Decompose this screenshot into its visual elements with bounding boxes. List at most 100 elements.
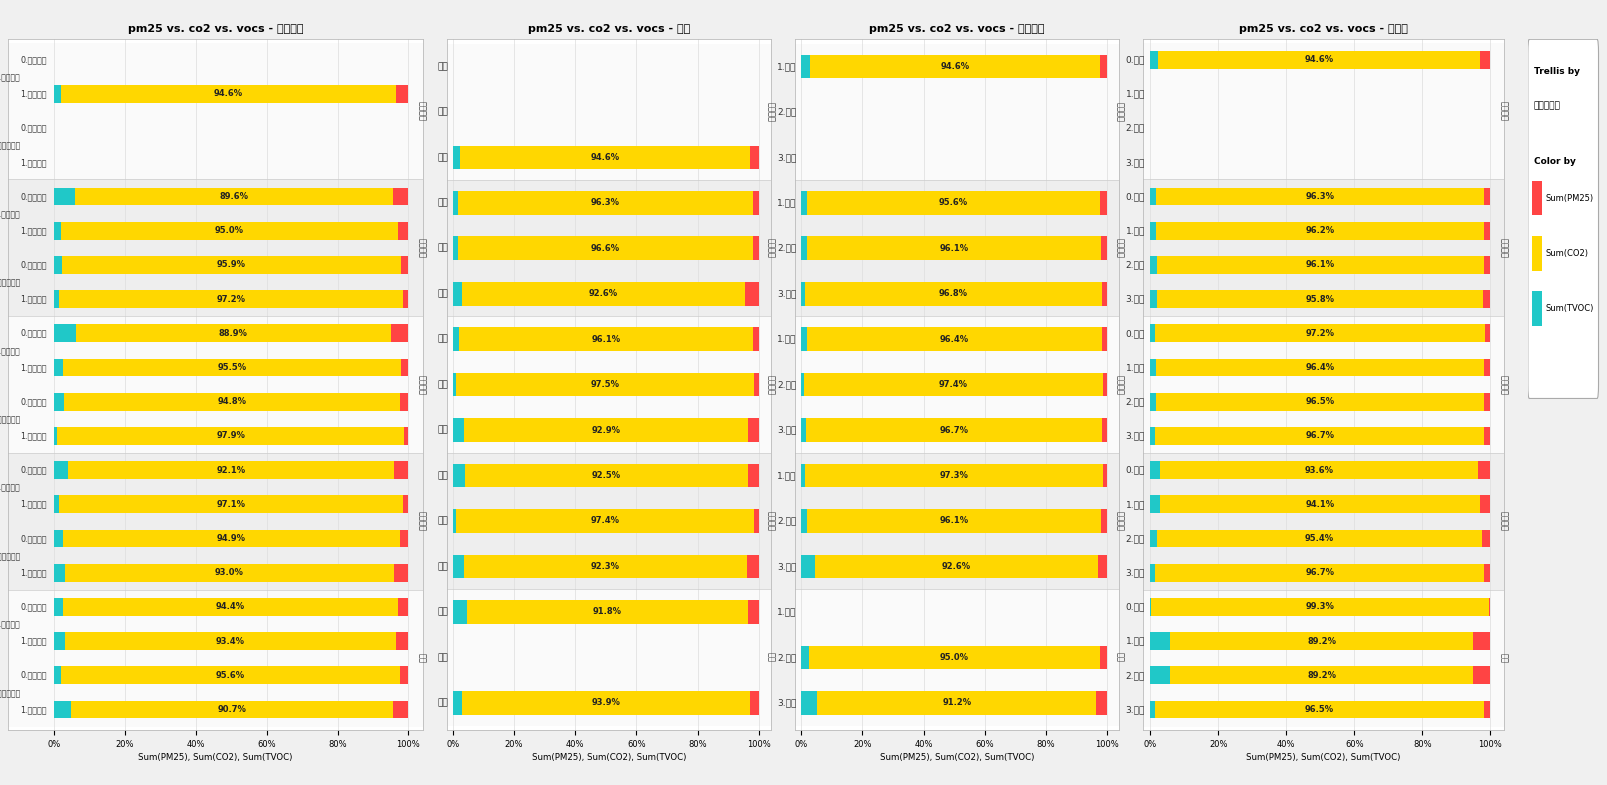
Bar — [1154, 427, 1483, 445]
Text: 96.1%: 96.1% — [1305, 261, 1334, 269]
Text: 0.설치이전: 0.설치이전 — [21, 534, 47, 543]
Text: 실외생활: 실외생활 — [1114, 102, 1123, 122]
Bar — [453, 327, 460, 351]
Text: 1.오전: 1.오전 — [1125, 89, 1144, 98]
Bar — [1478, 495, 1490, 513]
Text: 1.설치이후: 1.설치이후 — [21, 226, 47, 236]
Text: 95.9%: 95.9% — [217, 261, 246, 269]
Text: 1.설치이후: 1.설치이후 — [21, 294, 47, 304]
Text: 3.하순: 3.하순 — [776, 153, 795, 162]
Bar — [1477, 462, 1490, 479]
Bar — [55, 564, 64, 582]
Bar — [1483, 222, 1490, 239]
Text: 0.설치이전: 0.설치이전 — [21, 124, 47, 133]
Text: 0.새벽: 0.새벽 — [1125, 192, 1144, 201]
Bar — [800, 464, 804, 487]
Text: 2.오후: 2.오후 — [1125, 534, 1144, 543]
Bar — [1143, 590, 1503, 727]
Text: Sum(TVOC): Sum(TVOC) — [1544, 304, 1593, 313]
Bar — [1149, 495, 1159, 513]
Text: 괄적점지수: 괄적점지수 — [1533, 101, 1559, 111]
Bar — [1101, 418, 1107, 442]
Text: 주방: 주방 — [437, 108, 448, 116]
Text: 95.0%: 95.0% — [215, 226, 244, 236]
Bar — [63, 598, 397, 615]
Bar — [8, 180, 423, 316]
Bar — [460, 145, 749, 170]
Text: 93.0%: 93.0% — [215, 568, 244, 577]
Bar — [403, 427, 408, 445]
Text: 3.하순: 3.하순 — [776, 562, 795, 571]
Text: 89.2%: 89.2% — [1306, 671, 1335, 680]
Text: 95.6%: 95.6% — [215, 671, 244, 680]
Text: 95.6%: 95.6% — [938, 199, 967, 207]
Bar — [59, 290, 403, 308]
Bar — [807, 191, 1099, 214]
Text: 거실: 거실 — [437, 608, 448, 616]
Text: 실내생활: 실내생활 — [1498, 512, 1507, 531]
Bar — [1159, 462, 1477, 479]
Bar — [1531, 291, 1541, 326]
Bar — [1143, 453, 1503, 590]
Text: 2.오후: 2.오후 — [1125, 261, 1144, 269]
Bar — [1149, 392, 1155, 411]
Bar — [1149, 256, 1155, 274]
Text: 2.중순: 2.중순 — [776, 244, 795, 253]
Bar — [749, 145, 759, 170]
Text: 91.8%: 91.8% — [593, 608, 622, 616]
Bar — [804, 373, 1102, 396]
Text: 1.초순: 1.초순 — [776, 199, 795, 207]
Text: 95.8%: 95.8% — [1305, 294, 1334, 304]
Bar — [794, 180, 1118, 316]
Bar — [800, 555, 815, 579]
Bar — [55, 427, 58, 445]
Text: 0.설치세대: 0.설치세대 — [0, 72, 21, 82]
Bar — [1482, 530, 1490, 547]
Bar — [1170, 632, 1472, 650]
Bar — [747, 418, 759, 442]
Text: 1.설치이후: 1.설치이후 — [21, 363, 47, 372]
Bar — [794, 44, 1118, 180]
Text: 2.중순: 2.중순 — [776, 653, 795, 662]
Bar — [1149, 530, 1157, 547]
Text: 88.9%: 88.9% — [219, 329, 247, 338]
Text: 94.1%: 94.1% — [1305, 500, 1334, 509]
Bar — [391, 324, 408, 342]
Text: 실내생활: 실내생활 — [418, 512, 426, 531]
Bar — [1155, 188, 1483, 206]
Bar — [1155, 256, 1483, 274]
Text: 89.2%: 89.2% — [1306, 637, 1335, 645]
Bar — [754, 509, 759, 533]
Bar — [1531, 181, 1541, 215]
Text: 3.저녁: 3.저녁 — [1125, 432, 1144, 440]
Text: Color by: Color by — [1533, 157, 1575, 166]
Text: 3.하순: 3.하순 — [776, 699, 795, 707]
Bar — [1096, 691, 1107, 714]
Bar — [1483, 427, 1490, 445]
Text: 주방: 주방 — [437, 244, 448, 253]
Text: 1.설치이후: 1.설치이후 — [21, 568, 47, 577]
Bar — [752, 327, 759, 351]
Text: 외기: 외기 — [437, 699, 448, 707]
Bar — [1485, 324, 1490, 342]
Bar — [447, 44, 771, 180]
Text: 1.오전: 1.오전 — [1125, 363, 1144, 372]
Text: 다니는곳: 다니는곳 — [1498, 238, 1507, 257]
Bar — [1102, 373, 1107, 396]
Bar — [55, 290, 59, 308]
Text: 93.6%: 93.6% — [1303, 466, 1332, 475]
Text: 94.6%: 94.6% — [1303, 55, 1332, 64]
Bar — [1483, 256, 1490, 274]
Text: 0.설치이전: 0.설치이전 — [21, 55, 47, 64]
Text: 1.설치이후: 1.설치이후 — [21, 500, 47, 509]
Text: 1.초순: 1.초순 — [776, 62, 795, 71]
Text: 97.3%: 97.3% — [938, 471, 967, 480]
X-axis label: Sum(PM25), Sum(CO2), Sum(TVOC): Sum(PM25), Sum(CO2), Sum(TVOC) — [879, 753, 1033, 762]
Bar — [453, 600, 466, 624]
Text: 96.7%: 96.7% — [1305, 432, 1334, 440]
Bar — [794, 453, 1118, 590]
Text: 2.중순: 2.중순 — [776, 380, 795, 389]
Text: 일상생활: 일상생활 — [767, 374, 775, 395]
Bar — [402, 256, 408, 274]
Text: 95.0%: 95.0% — [938, 653, 967, 662]
